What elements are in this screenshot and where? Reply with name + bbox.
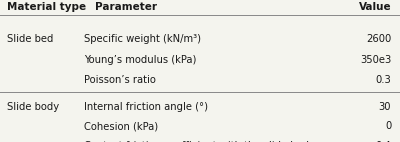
Text: Internal friction angle (°): Internal friction angle (°) bbox=[84, 102, 208, 111]
Text: 350e3: 350e3 bbox=[360, 55, 391, 65]
Text: Specific weight (kN/m³): Specific weight (kN/m³) bbox=[84, 34, 201, 44]
Text: Value: Value bbox=[358, 2, 391, 12]
Text: Cohesion (kPa): Cohesion (kPa) bbox=[84, 121, 158, 131]
Text: 0.3: 0.3 bbox=[376, 75, 391, 85]
Text: 0: 0 bbox=[385, 121, 391, 131]
Text: 30: 30 bbox=[379, 102, 391, 111]
Text: 0.4: 0.4 bbox=[376, 141, 391, 142]
Text: Slide body: Slide body bbox=[7, 102, 59, 111]
Text: Young’s modulus (kPa): Young’s modulus (kPa) bbox=[84, 55, 196, 65]
Text: Parameter: Parameter bbox=[95, 2, 157, 12]
Text: Slide bed: Slide bed bbox=[7, 34, 54, 44]
Text: Poisson’s ratio: Poisson’s ratio bbox=[84, 75, 156, 85]
Text: Material type: Material type bbox=[7, 2, 86, 12]
Text: 2600: 2600 bbox=[366, 34, 391, 44]
Text: Contact friction coefficient with the slide bed: Contact friction coefficient with the sl… bbox=[84, 141, 309, 142]
